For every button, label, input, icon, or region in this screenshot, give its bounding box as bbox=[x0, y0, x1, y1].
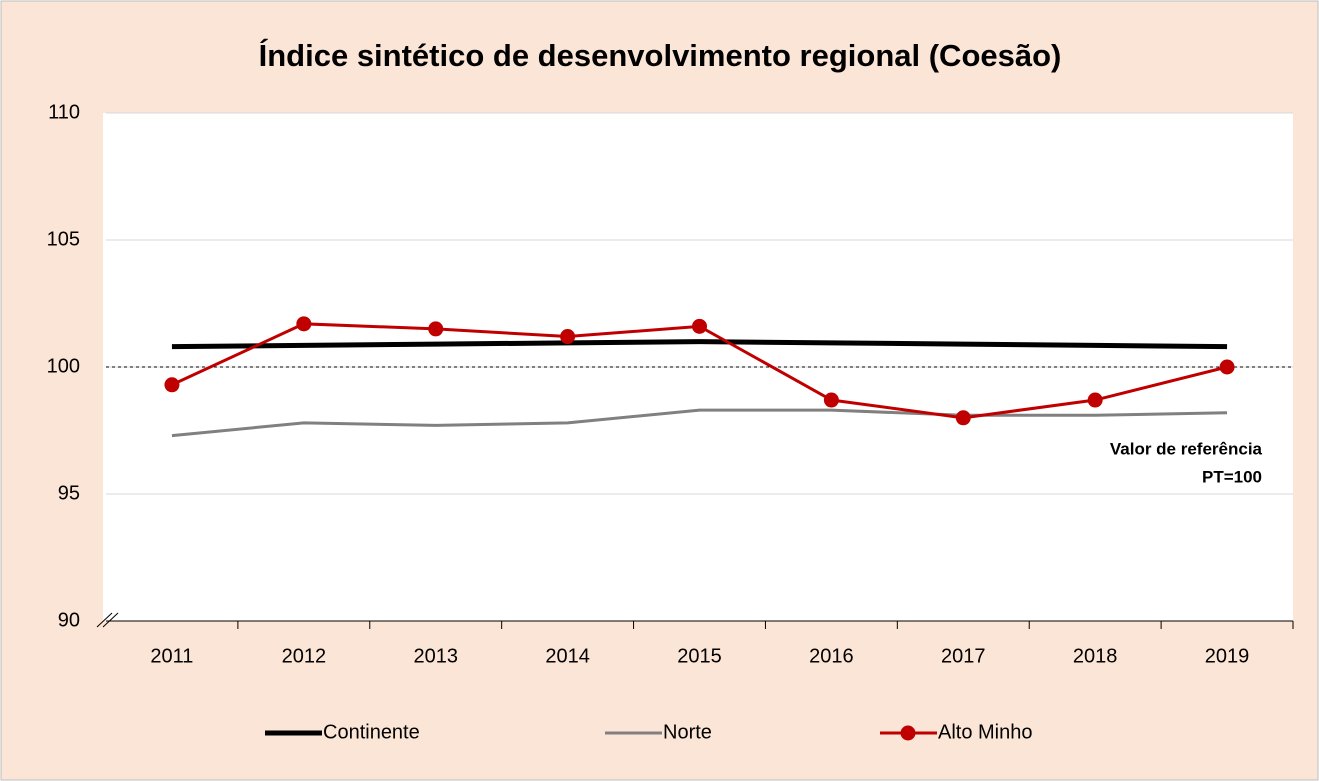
x-tick-label: 2015 bbox=[677, 645, 722, 667]
y-tick-label: 95 bbox=[58, 482, 80, 504]
marker bbox=[1087, 392, 1103, 408]
y-tick-label: 90 bbox=[58, 609, 80, 631]
legend-label: Norte bbox=[663, 721, 712, 743]
x-tick-label: 2013 bbox=[413, 645, 458, 667]
series-line bbox=[171, 339, 1228, 350]
x-tick-label: 2016 bbox=[809, 645, 854, 667]
annotation: PT=100 bbox=[1202, 467, 1262, 486]
chart-title: Índice sintético de desenvolvimento regi… bbox=[259, 38, 1062, 73]
marker bbox=[1219, 359, 1235, 375]
marker bbox=[164, 377, 180, 393]
x-tick-label: 2012 bbox=[282, 645, 327, 667]
y-tick-label: 100 bbox=[47, 355, 80, 377]
series-line bbox=[171, 408, 1228, 438]
marker bbox=[955, 410, 971, 426]
x-tick-label: 2017 bbox=[941, 645, 986, 667]
x-tick-label: 2014 bbox=[545, 645, 590, 667]
marker bbox=[296, 316, 312, 332]
axis-break bbox=[96, 612, 113, 628]
x-tick-label: 2018 bbox=[1073, 645, 1118, 667]
annotation: Valor de referência bbox=[1110, 439, 1263, 458]
marker bbox=[560, 329, 576, 345]
y-tick-label: 110 bbox=[48, 101, 80, 123]
marker bbox=[692, 318, 707, 334]
x-tick-label: 2011 bbox=[150, 645, 193, 667]
legend-marker bbox=[900, 725, 916, 741]
marker bbox=[823, 392, 839, 408]
legend-label: Alto Minho bbox=[938, 721, 1033, 743]
axis-break bbox=[102, 612, 119, 628]
marker bbox=[428, 321, 444, 337]
x-tick-label: 2019 bbox=[1205, 645, 1250, 667]
legend-label: Continente bbox=[323, 721, 420, 743]
y-tick-label: 105 bbox=[47, 228, 80, 250]
